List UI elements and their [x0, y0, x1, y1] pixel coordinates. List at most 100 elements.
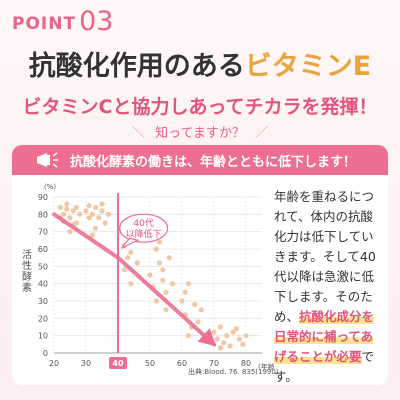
y-tick-label: 10 — [38, 332, 48, 341]
data-point — [93, 225, 99, 231]
data-point — [217, 324, 223, 330]
data-point — [86, 215, 92, 221]
data-point — [67, 215, 73, 221]
data-point — [221, 340, 227, 346]
title-accent: ビタミンE — [244, 51, 372, 82]
data-point — [160, 267, 166, 273]
scatter-chart: 0 10 20 30 40 50 60 70 80 90 (%) (年齢) 20 30 40 50 60 70 80… — [38, 183, 274, 371]
data-point — [105, 211, 111, 217]
data-point — [227, 343, 233, 349]
data-point — [128, 249, 134, 256]
data-point — [233, 326, 239, 332]
x-tick-label-highlight: 40 — [112, 359, 124, 368]
trend-arrow-line — [52, 212, 216, 347]
data-point — [230, 329, 236, 335]
trend-arrow-head — [197, 328, 217, 347]
annotation-bubble — [119, 213, 169, 243]
data-point — [163, 307, 169, 313]
annotation-line-2: 以降低下 — [126, 228, 162, 240]
y-tick-label: 90 — [38, 193, 48, 202]
data-point — [70, 208, 76, 214]
x-tick-label: 80 — [241, 359, 251, 368]
data-point — [163, 289, 169, 295]
data-point — [237, 336, 243, 342]
question-line: ＼ 知ってますか？ ／ — [0, 122, 400, 141]
data-point — [217, 345, 223, 351]
data-point — [182, 289, 188, 295]
data-point — [125, 255, 131, 261]
data-point — [147, 272, 153, 278]
source-note: 出典:Blood. 76. 835(1990) — [188, 368, 279, 376]
question-text: 知ってますか？ — [155, 126, 245, 141]
annotation-line-1: 40代 — [133, 218, 153, 229]
data-point — [96, 215, 102, 221]
highlight-x-badge — [109, 357, 127, 369]
question-right-mark: ／ — [254, 126, 268, 141]
y-tick-label: 20 — [38, 314, 48, 323]
data-point — [89, 232, 95, 238]
y-unit-label: (%) — [44, 183, 56, 191]
x-tick-label: 50 — [145, 359, 155, 368]
side-text-tail: です。 — [274, 349, 375, 384]
x-tick-label: 70 — [209, 359, 219, 368]
y-tick-label: 0 — [43, 349, 48, 358]
y-tick-label: 60 — [38, 245, 48, 254]
data-point — [86, 203, 92, 209]
data-point — [169, 281, 175, 287]
data-point — [93, 204, 99, 210]
x-tick-label: 20 — [49, 359, 59, 368]
side-text-plain: 年齢を重ねるにつれて、体内の抗酸化力は低下していきます。そして40代以降は急激に… — [274, 189, 376, 324]
data-point — [185, 281, 191, 287]
point-word: POINT — [12, 14, 77, 34]
data-point — [134, 260, 140, 266]
question-left-mark: ＼ — [131, 126, 145, 141]
x-unit-label: (年齢) — [258, 362, 274, 371]
data-point — [243, 333, 249, 339]
info-card: 抗酸化酵素の働きは、年齢とともに低下します！ 活性酵素 0 10 20 30 40 50 6… — [12, 145, 388, 385]
data-point — [99, 208, 105, 214]
data-point — [61, 211, 67, 217]
point-label: POINT 03 — [12, 8, 113, 35]
data-point — [211, 329, 217, 335]
banner-text: 抗酸化酵素の働きは、年齢とともに低下します！ — [70, 155, 357, 170]
data-point — [128, 281, 134, 287]
page-subtitle: ビタミンCと協力しあってチカラを発揮！ — [22, 96, 378, 118]
megaphone-icon — [37, 152, 58, 168]
data-point — [153, 246, 159, 252]
annotation-bubble-tail — [121, 237, 140, 249]
title-main: 抗酸化作用のある — [28, 51, 245, 82]
data-point — [240, 341, 246, 347]
side-text: 年齢を重ねるにつれて、体内の抗酸化力は低下していきます。そして40代以降は急激に… — [274, 187, 384, 385]
data-point — [73, 204, 79, 210]
chart-y-label: 活性酵素 — [22, 250, 32, 294]
y-tick-label: 80 — [38, 210, 48, 219]
y-tick-label: 40 — [38, 280, 48, 289]
data-point — [157, 239, 163, 245]
data-point — [67, 229, 73, 235]
y-tick-label: 70 — [38, 228, 48, 237]
data-point — [121, 267, 127, 273]
data-point — [224, 333, 230, 339]
data-point — [185, 333, 191, 339]
data-point — [89, 211, 95, 217]
data-point — [195, 319, 201, 325]
data-point — [166, 255, 172, 261]
data-point — [157, 260, 163, 266]
data-point — [153, 298, 159, 304]
page-title: 抗酸化作用のあるビタミンE — [0, 44, 400, 83]
data-point — [179, 298, 185, 304]
data-point — [77, 211, 83, 217]
card-banner: 抗酸化酵素の働きは、年齢とともに低下します！ — [12, 145, 388, 175]
data-point — [198, 307, 204, 313]
x-tick-label: 60 — [177, 359, 187, 368]
data-point — [64, 206, 70, 212]
data-point — [99, 201, 105, 207]
data-point — [64, 201, 70, 207]
data-point — [214, 336, 220, 342]
x-tick-label: 30 — [81, 359, 91, 368]
data-point — [102, 220, 108, 226]
data-point — [192, 301, 198, 308]
y-tick-label: 50 — [38, 262, 48, 271]
y-tick-label: 30 — [38, 297, 48, 306]
